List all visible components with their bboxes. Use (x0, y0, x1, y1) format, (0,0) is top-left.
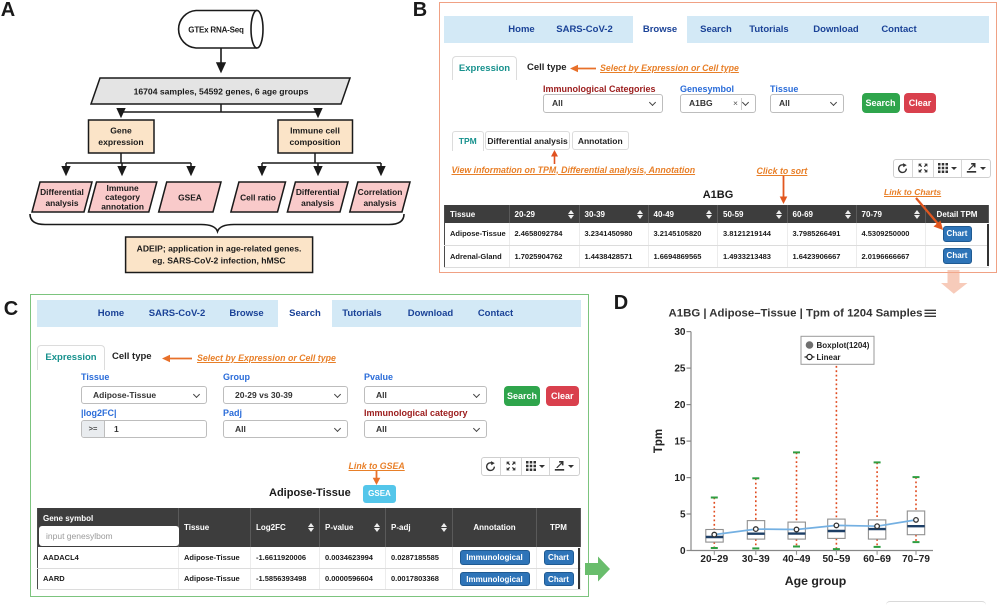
svg-text:analysis: analysis (363, 198, 396, 208)
svg-text:20–29: 20–29 (700, 554, 728, 565)
svg-text:40–49: 40–49 (783, 554, 811, 565)
svg-text:15: 15 (674, 437, 686, 448)
svg-text:Gene: Gene (110, 126, 132, 136)
svg-text:annotation: annotation (101, 202, 144, 212)
svg-text:Boxplot(1204): Boxplot(1204) (817, 341, 870, 350)
svg-text:10: 10 (674, 473, 686, 484)
svg-text:expression: expression (98, 137, 143, 147)
svg-text:60–69: 60–69 (863, 554, 891, 565)
svg-text:Differential: Differential (296, 187, 340, 197)
svg-text:Correlation: Correlation (358, 187, 403, 197)
svg-text:Differential: Differential (40, 187, 84, 197)
svg-text:70–79: 70–79 (902, 554, 930, 565)
svg-text:25: 25 (674, 364, 686, 375)
svg-text:0: 0 (680, 546, 686, 557)
svg-text:20: 20 (674, 400, 686, 411)
svg-text:GSEA: GSEA (178, 193, 202, 203)
svg-text:30: 30 (674, 327, 686, 338)
svg-text:Tpm: Tpm (653, 429, 665, 453)
svg-text:analysis: analysis (301, 198, 334, 208)
svg-text:A1BG | Adipose–Tissue | Tpm of: A1BG | Adipose–Tissue | Tpm of 1204 Samp… (669, 308, 923, 320)
svg-text:analysis: analysis (45, 198, 78, 208)
svg-text:5: 5 (680, 510, 686, 521)
svg-text:Immune cell: Immune cell (290, 126, 340, 136)
svg-text:30–39: 30–39 (742, 554, 770, 565)
svg-text:Age group: Age group (785, 574, 846, 588)
svg-text:composition: composition (289, 137, 340, 147)
svg-text:50–59: 50–59 (822, 554, 850, 565)
svg-text:eg. SARS-CoV-2 infection, hMSC: eg. SARS-CoV-2 infection, hMSC (152, 256, 285, 266)
svg-text:Immune: Immune (107, 183, 139, 193)
svg-text:ADEIP; application in age-rela: ADEIP; application in age-related genes. (137, 244, 302, 254)
svg-text:category: category (105, 192, 140, 202)
svg-text:16704 samples, 54592 genes, 6: 16704 samples, 54592 genes, 6 age groups (134, 87, 309, 97)
svg-text:Cell ratio: Cell ratio (240, 193, 276, 203)
svg-text:GTEx RNA-Seq: GTEx RNA-Seq (188, 26, 244, 35)
svg-text:Linear: Linear (817, 353, 841, 362)
